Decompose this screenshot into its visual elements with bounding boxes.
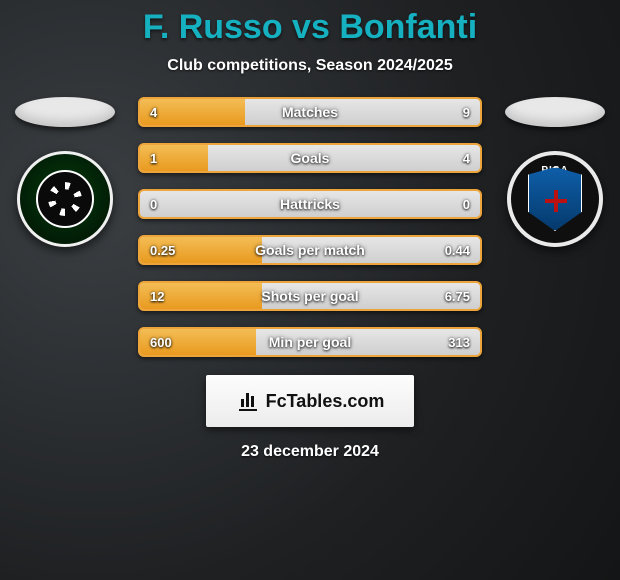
stat-right-value: 0.44 [445, 237, 470, 263]
stat-fill [140, 329, 256, 355]
stat-bars: 4Matches9 1Goals4 0Hattricks0 0.25Goals per… [138, 97, 482, 357]
watermark-text: FcTables.com [266, 391, 385, 412]
stat-label: Hattricks [140, 191, 480, 217]
date-text: 23 december 2024 [0, 443, 620, 461]
right-player-col: PISA [500, 97, 610, 247]
stat-right-value: 4 [463, 145, 470, 171]
stat-row: 12Shots per goal6.75 [138, 281, 482, 311]
stat-right-value: 6.75 [445, 283, 470, 309]
comparison-card: { "title": "F. Russo vs Bonfanti", "subt… [0, 0, 620, 580]
stat-fill [140, 237, 262, 263]
stat-fill [140, 145, 208, 171]
stat-row: 0.25Goals per match0.44 [138, 235, 482, 265]
stat-row: 1Goals4 [138, 143, 482, 173]
stat-fill [140, 99, 245, 125]
watermark: FcTables.com [206, 375, 414, 427]
stat-row: 600Min per goal313 [138, 327, 482, 357]
right-player-silhouette [505, 97, 605, 127]
stat-left-value: 0 [150, 191, 157, 217]
chart-bars-icon [236, 389, 260, 413]
left-player-col [10, 97, 120, 247]
stat-right-value: 313 [448, 329, 470, 355]
page-title: F. Russo vs Bonfanti [0, 0, 620, 47]
stat-right-value: 9 [463, 99, 470, 125]
comparison-arena: 4Matches9 1Goals4 0Hattricks0 0.25Goals per… [0, 97, 620, 357]
stat-row: 0Hattricks0 [138, 189, 482, 219]
subtitle: Club competitions, Season 2024/2025 [0, 57, 620, 75]
left-player-silhouette [15, 97, 115, 127]
stat-fill [140, 283, 262, 309]
stat-row: 4Matches9 [138, 97, 482, 127]
left-club-badge [17, 151, 113, 247]
stat-right-value: 0 [463, 191, 470, 217]
right-club-badge: PISA [507, 151, 603, 247]
